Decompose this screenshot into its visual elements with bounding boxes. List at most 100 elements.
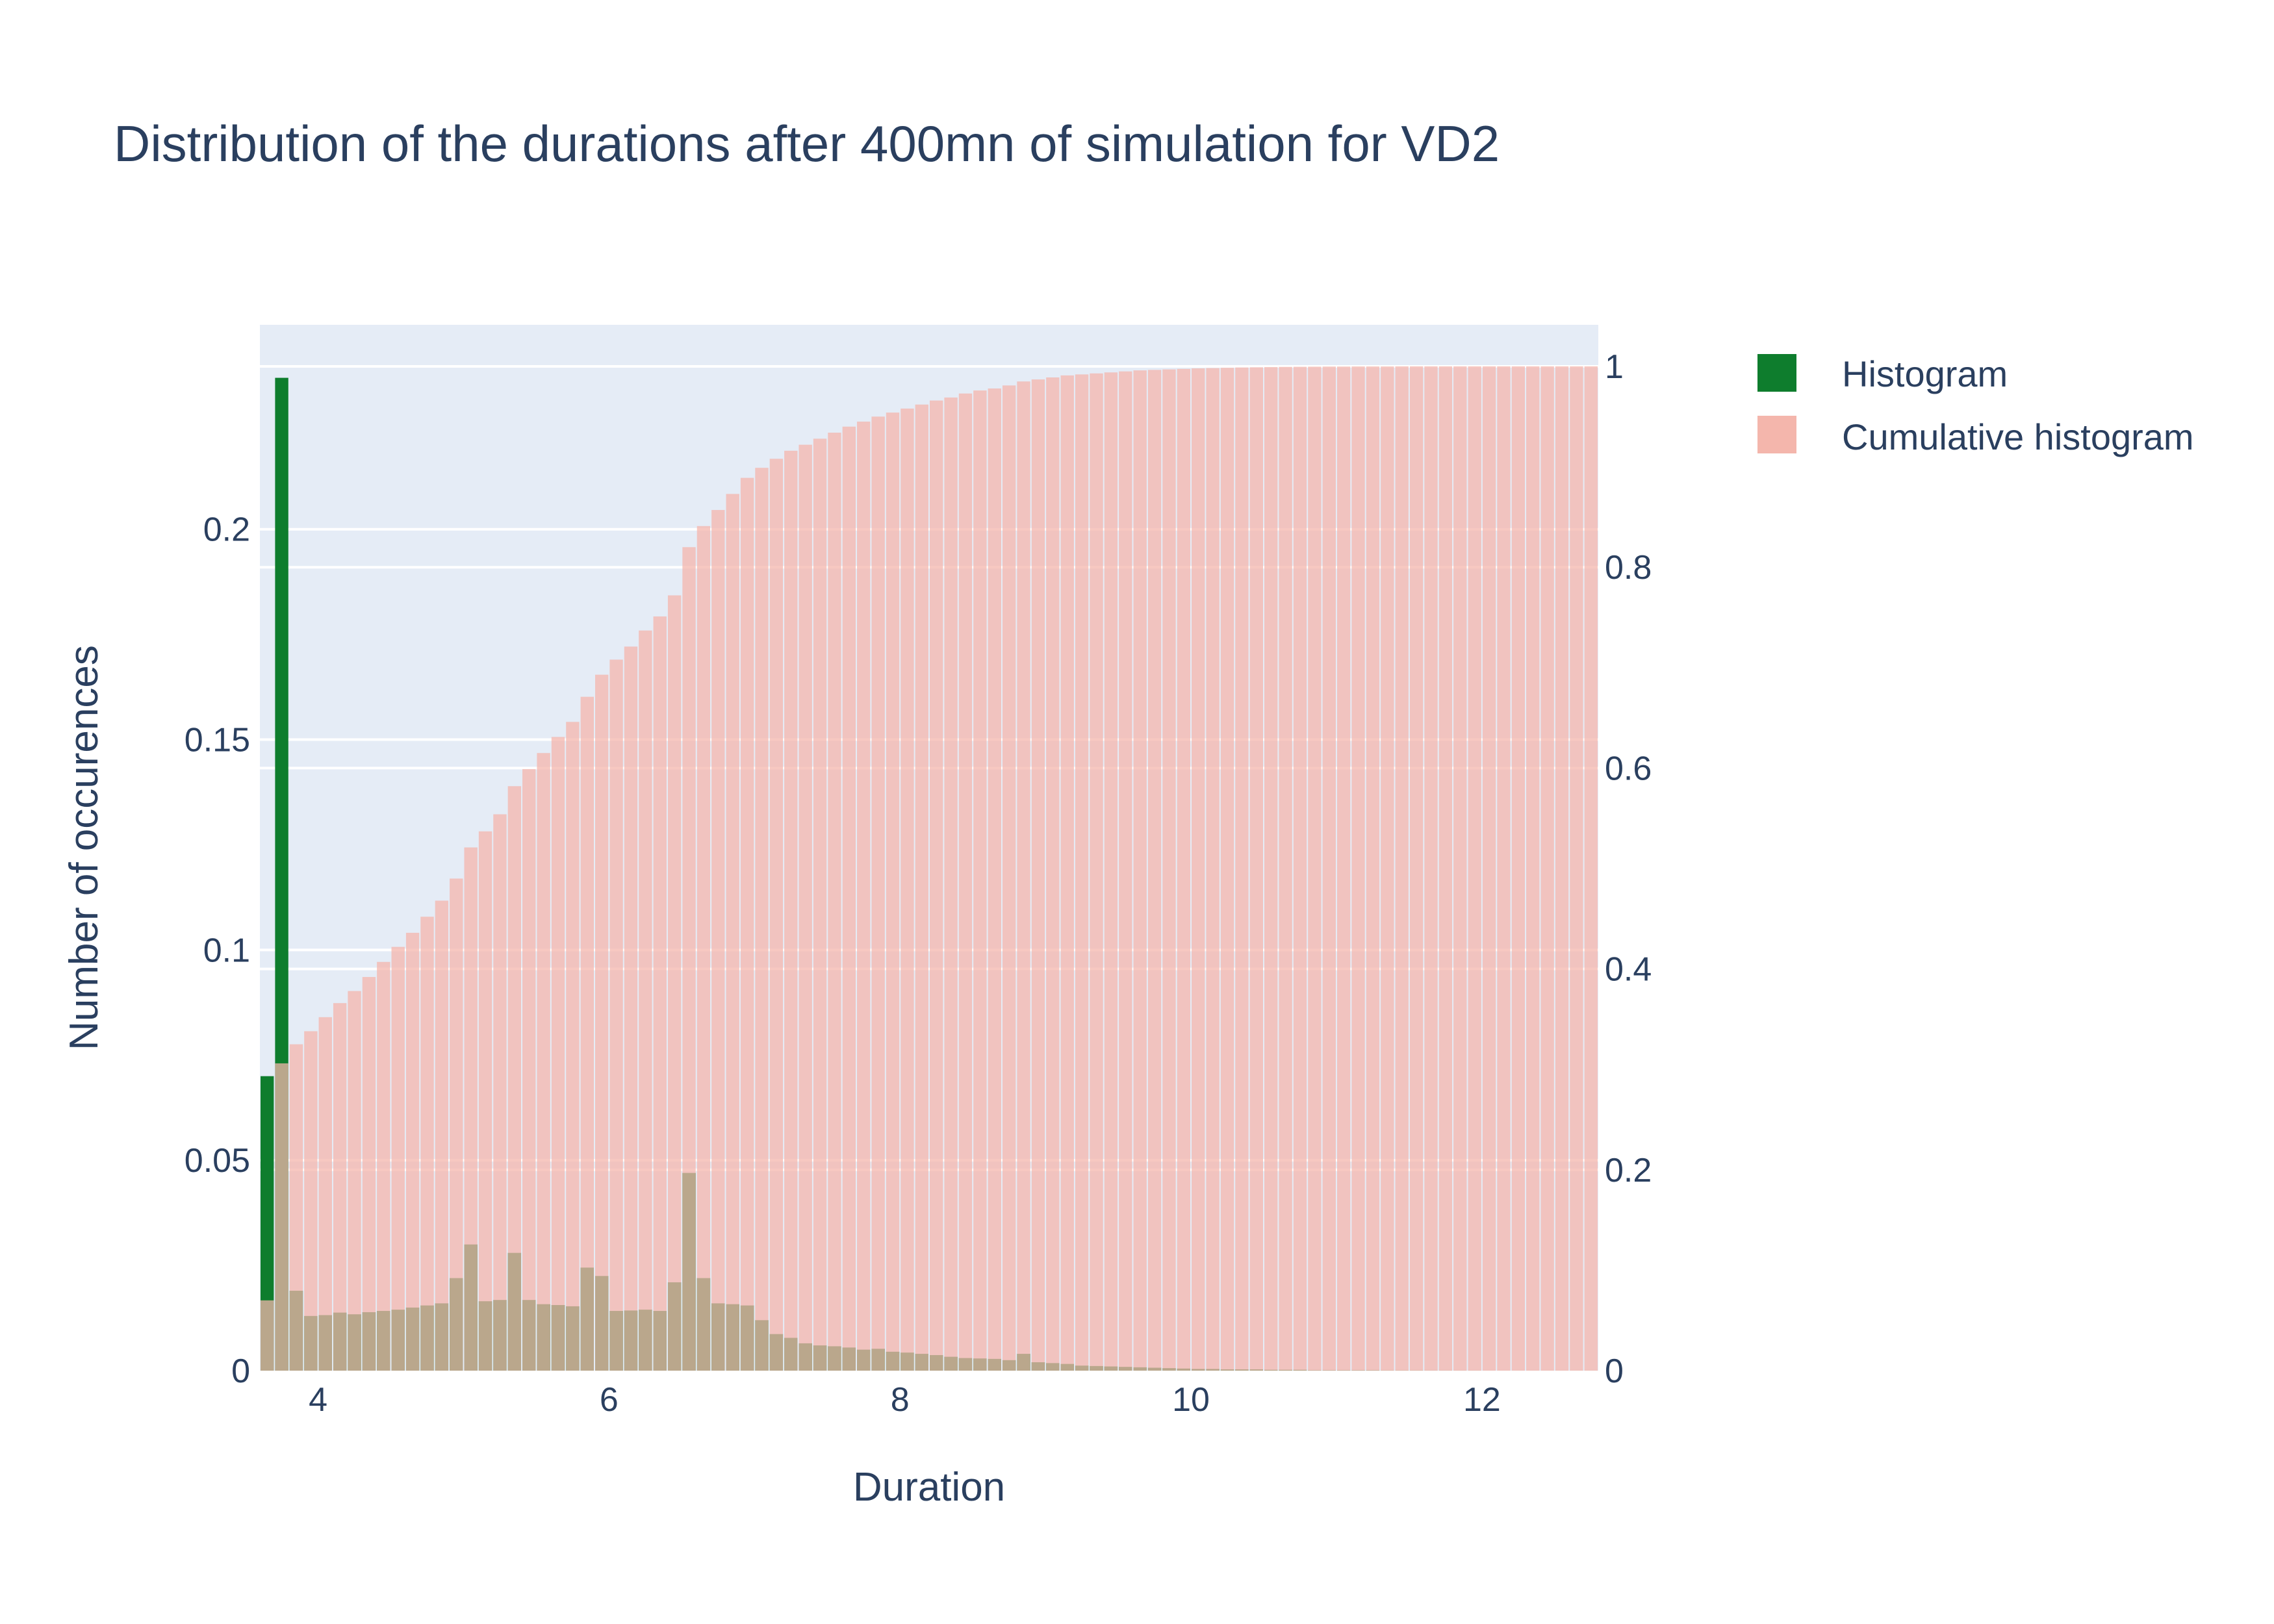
cumulative-bar <box>1584 366 1598 1371</box>
chart-title: Distribution of the durations after 400m… <box>114 115 1500 172</box>
cumulative-bar <box>566 722 580 1371</box>
y2-tick-label: 0.4 <box>1605 951 1652 989</box>
x-tick-label: 8 <box>891 1381 910 1419</box>
x-tick-label: 4 <box>309 1381 327 1419</box>
cumulative-bar <box>726 494 739 1371</box>
cumulative-bar <box>682 547 696 1371</box>
cumulative-bar <box>1526 366 1540 1371</box>
cumulative-bar <box>1075 374 1089 1371</box>
cumulative-bar <box>507 786 522 1371</box>
cumulative-bar <box>624 646 638 1371</box>
cumulative-bar <box>450 878 463 1371</box>
cumulative-bar <box>915 404 928 1371</box>
y2-tick-label: 0.8 <box>1605 549 1652 587</box>
cumulative-bar <box>755 468 769 1371</box>
cumulative-bar <box>478 831 492 1371</box>
cumulative-bar <box>988 388 1001 1371</box>
cumulative-bar <box>537 753 550 1371</box>
cumulative-bar <box>1060 375 1074 1371</box>
y-tick-label: 0.2 <box>203 511 250 549</box>
cumulative-bar <box>784 450 798 1371</box>
legend-swatch-cumulative <box>1757 416 1796 453</box>
y2-axis-ticks: 0 0.2 0.4 0.6 0.8 1 <box>1605 348 1652 1390</box>
cumulative-bar <box>333 1003 347 1371</box>
cumulative-bar <box>1511 366 1526 1371</box>
cumulative-bar <box>1147 370 1162 1371</box>
cumulative-bar <box>1322 366 1336 1371</box>
cumulative-bar <box>1235 367 1249 1371</box>
cumulative-bar <box>1293 366 1307 1371</box>
cumulative-bar <box>1453 366 1467 1371</box>
cumulative-bar <box>1395 366 1409 1371</box>
cumulative-bar <box>348 991 361 1371</box>
cumulative-bar <box>958 393 973 1371</box>
cumulative-bar <box>1220 368 1234 1371</box>
x-axis-ticks: 4 6 8 10 12 <box>309 1381 1501 1419</box>
cumulative-bar <box>1264 367 1278 1371</box>
cumulative-bar <box>522 768 536 1371</box>
y-tick-label: 0.05 <box>185 1142 250 1180</box>
y-tick-label: 0.15 <box>185 722 250 759</box>
cumulative-bar <box>1381 366 1394 1371</box>
cumulative-bar <box>667 595 682 1371</box>
cumulative-bar <box>261 1300 274 1371</box>
y2-tick-label: 0 <box>1605 1352 1624 1390</box>
cumulative-bar <box>1017 381 1030 1371</box>
legend-item-cumulative[interactable]: Cumulative histogram <box>1757 416 2194 457</box>
legend-item-histogram[interactable]: Histogram <box>1757 353 2008 394</box>
cumulative-bar <box>595 674 609 1371</box>
cumulative-bar <box>1336 366 1351 1371</box>
cumulative-bar <box>1438 366 1453 1371</box>
cumulative-bar <box>973 390 987 1371</box>
cumulative-bar <box>1119 371 1132 1371</box>
cumulative-bar <box>362 976 376 1371</box>
cumulative-bar <box>901 408 914 1371</box>
cumulative-bar <box>696 526 711 1371</box>
cumulative-bar <box>1482 366 1496 1371</box>
x-tick-label: 10 <box>1172 1381 1210 1419</box>
cumulative-bar <box>1351 366 1365 1371</box>
cumulative-bar <box>1540 366 1554 1371</box>
cumulative-bar <box>420 917 434 1371</box>
cumulative-bar <box>1177 368 1191 1371</box>
cumulative-bar <box>1308 366 1322 1371</box>
legend-swatch-histogram <box>1757 354 1796 392</box>
cumulative-bar <box>1279 366 1292 1371</box>
cumulative-bar <box>318 1017 332 1371</box>
cumulative-bar <box>1570 366 1583 1371</box>
cumulative-bar <box>1031 379 1045 1371</box>
cumulative-bar <box>493 814 507 1371</box>
cumulative-bar <box>1555 366 1569 1371</box>
cumulative-bar <box>1424 366 1438 1371</box>
y-axis-ticks: 0 0.05 0.1 0.15 0.2 <box>185 511 250 1390</box>
cumulative-bar <box>871 416 885 1371</box>
cumulative-bar <box>798 444 812 1371</box>
cumulative-bar <box>944 397 958 1371</box>
cumulative-bar <box>1206 368 1220 1371</box>
histogram-bar <box>261 1076 274 1371</box>
legend: Histogram Cumulative histogram <box>1757 353 2194 457</box>
cumulative-bar <box>1366 366 1380 1371</box>
cumulative-bar <box>1046 377 1060 1371</box>
y-tick-label: 0.1 <box>203 932 250 969</box>
cumulative-bar <box>1468 366 1481 1371</box>
cumulative-bar <box>653 616 667 1371</box>
cumulative-bar <box>551 737 565 1371</box>
cumulative-bar <box>377 961 390 1371</box>
y-axis-title: Number of occurences <box>62 645 107 1050</box>
cumulative-bar <box>1162 369 1176 1371</box>
cumulative-bar <box>1104 372 1118 1371</box>
x-tick-label: 12 <box>1463 1381 1501 1419</box>
cumulative-bar <box>1192 368 1205 1371</box>
cumulative-bar <box>289 1044 303 1371</box>
cumulative-bar <box>886 412 900 1371</box>
y2-tick-label: 1 <box>1605 348 1624 386</box>
cumulative-bar <box>464 847 478 1371</box>
cumulative-histogram-series <box>261 366 1598 1371</box>
cumulative-bar <box>639 630 652 1371</box>
cumulative-bar <box>740 477 754 1371</box>
x-axis-title: Duration <box>853 1465 1005 1510</box>
cumulative-bar <box>857 422 871 1371</box>
cumulative-bar <box>435 900 449 1371</box>
y-tick-label: 0 <box>231 1352 250 1390</box>
